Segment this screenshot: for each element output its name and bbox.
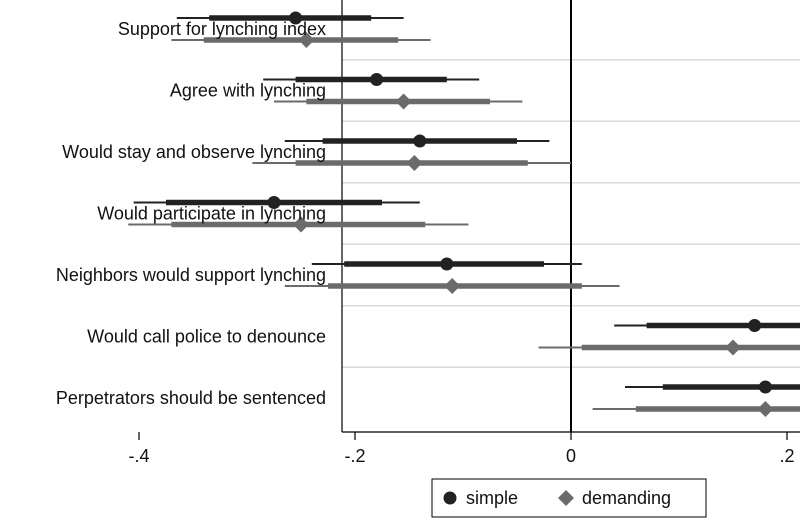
point-estimate-circle	[413, 134, 427, 148]
point-estimate-diamond	[395, 93, 412, 110]
series-layer	[128, 11, 800, 417]
category-label: Would participate in lynching	[97, 204, 326, 224]
x-tick-label: 0	[566, 446, 576, 466]
legend-circle-marker	[443, 491, 457, 505]
point-estimate-diamond	[293, 216, 309, 233]
category-label: Support for lynching index	[118, 19, 326, 39]
legend-label-demanding: demanding	[582, 488, 671, 508]
category-labels: Support for lynching index Agree with lyn…	[56, 19, 326, 408]
series-simple	[133, 11, 800, 394]
legend: simple demanding	[431, 478, 707, 518]
legend-diamond-marker	[558, 490, 574, 506]
x-tick-label: .2	[779, 446, 794, 466]
x-axis: -.4-.20.2.4	[128, 431, 800, 466]
point-estimate-circle	[440, 257, 454, 271]
point-estimate-circle	[370, 73, 384, 86]
x-tick-label: -.4	[128, 446, 149, 466]
category-label: Would call police to denounce	[87, 327, 326, 347]
x-tick-label: -.2	[344, 446, 365, 466]
series-demanding	[128, 32, 800, 417]
legend-label-simple: simple	[466, 488, 518, 508]
point-estimate-diamond	[444, 278, 461, 294]
category-label: Would stay and observe lynching	[62, 142, 326, 162]
point-estimate-circle	[758, 380, 772, 394]
point-estimate-diamond	[298, 32, 315, 48]
point-estimate-circle	[748, 319, 762, 332]
point-estimate-diamond	[406, 155, 423, 171]
point-estimate-diamond	[757, 401, 774, 417]
point-estimate-circle	[289, 11, 303, 25]
category-label: Neighbors would support lynching	[56, 265, 326, 285]
category-label: Perpetrators should be sentenced	[56, 388, 326, 408]
point-estimate-diamond	[725, 339, 741, 356]
category-label: Agree with lynching	[170, 81, 326, 101]
point-estimate-circle	[267, 196, 281, 209]
